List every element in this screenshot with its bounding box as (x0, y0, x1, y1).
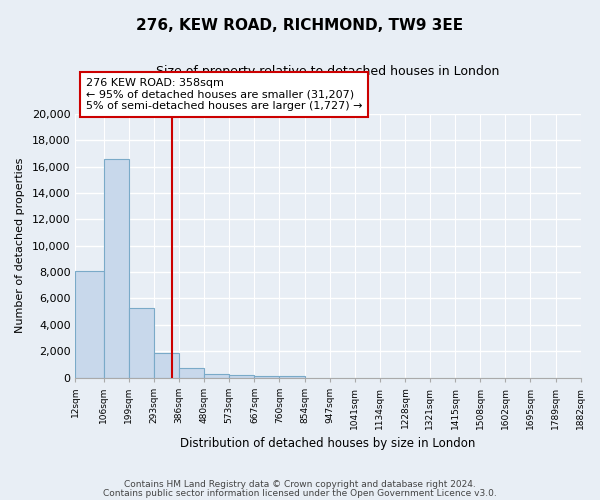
X-axis label: Distribution of detached houses by size in London: Distribution of detached houses by size … (180, 437, 476, 450)
Bar (179, 368, 204, 378)
Bar (229, 375, 254, 378)
Y-axis label: Number of detached properties: Number of detached properties (15, 158, 25, 334)
Bar (76, 270, 104, 378)
Bar (280, 376, 305, 378)
Title: Size of property relative to detached houses in London: Size of property relative to detached ho… (156, 65, 500, 78)
Text: 276 KEW ROAD: 358sqm
← 95% of detached houses are smaller (31,207)
5% of semi-de: 276 KEW ROAD: 358sqm ← 95% of detached h… (86, 78, 362, 112)
Text: 276, KEW ROAD, RICHMOND, TW9 3EE: 276, KEW ROAD, RICHMOND, TW9 3EE (136, 18, 464, 32)
Bar (204, 374, 229, 378)
Bar (104, 160, 129, 378)
Bar (154, 353, 179, 378)
Bar (254, 376, 280, 378)
Bar (129, 308, 154, 378)
Text: Contains HM Land Registry data © Crown copyright and database right 2024.: Contains HM Land Registry data © Crown c… (124, 480, 476, 489)
Text: Contains public sector information licensed under the Open Government Licence v3: Contains public sector information licen… (103, 489, 497, 498)
